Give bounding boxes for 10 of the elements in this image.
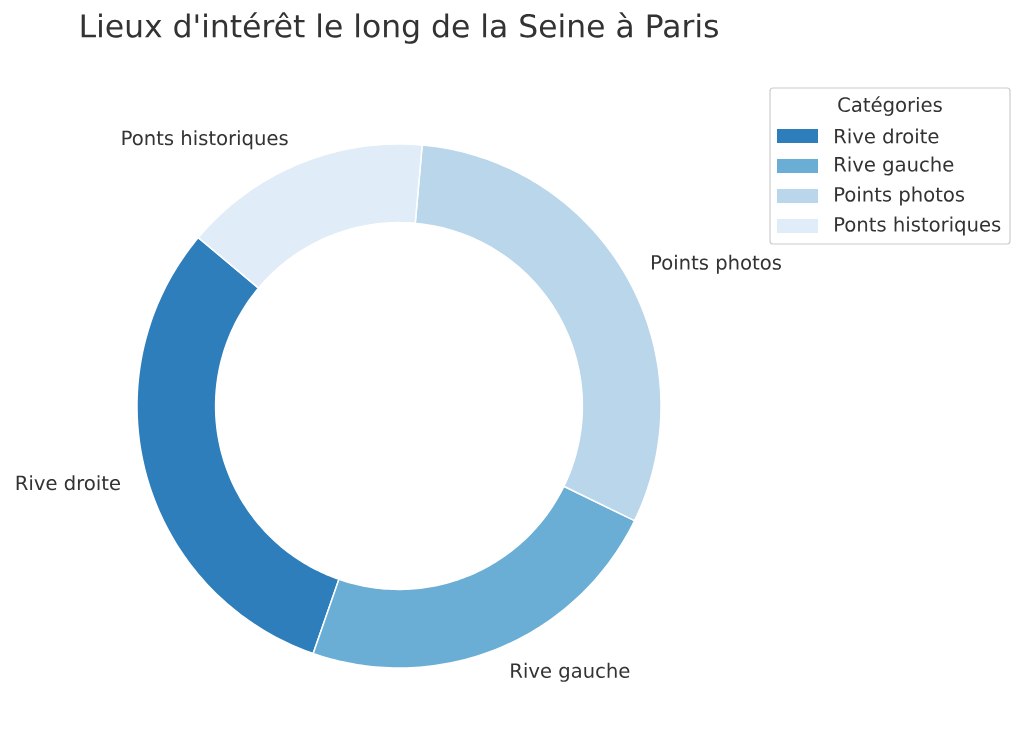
slice-label: Points photos xyxy=(652,254,781,274)
legend-label: Rive droite xyxy=(835,128,939,144)
chart-title: Lieux d'intérêt le long de la Seine à Paris xyxy=(81,12,718,44)
legend-title: Catégories xyxy=(838,96,942,116)
slice-label: Rive droite xyxy=(16,475,120,491)
slice-label: Rive gauche xyxy=(511,662,630,682)
legend-label: Points photos xyxy=(835,186,965,206)
legend-label: Rive gauche xyxy=(835,156,954,176)
legend-label: Ponts historiques xyxy=(835,216,1001,236)
slice-label: Ponts historiques xyxy=(122,130,288,150)
